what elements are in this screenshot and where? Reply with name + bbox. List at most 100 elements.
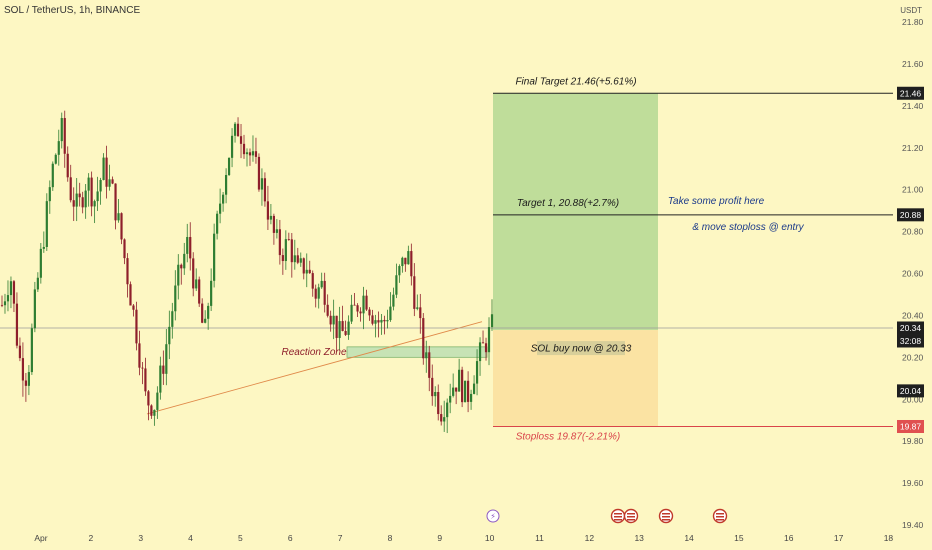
- candle-body: [359, 311, 362, 314]
- us-flag-stripe: [716, 516, 724, 518]
- candle-body: [221, 194, 225, 204]
- candle-body: [401, 257, 404, 267]
- candle-body: [347, 321, 350, 335]
- candle-body: [230, 135, 234, 158]
- us-flag-stripe: [716, 519, 724, 521]
- price-badge-label: 20.88: [900, 210, 922, 220]
- lightning-icon: [486, 509, 500, 523]
- candle-body: [24, 380, 28, 386]
- us-flag-stripe: [716, 513, 724, 515]
- candle-body: [383, 319, 386, 322]
- candle-body: [478, 342, 482, 362]
- candle-body: [377, 320, 380, 323]
- candle-body: [422, 318, 425, 359]
- candle-body: [404, 257, 407, 265]
- x-tick-label: 17: [834, 533, 844, 543]
- candle-body: [428, 352, 431, 378]
- price-badge-label: 20.34: [900, 323, 922, 333]
- candle-body: [57, 141, 60, 155]
- candle-body: [443, 417, 446, 422]
- candle-body: [236, 123, 240, 137]
- candle-body: [138, 343, 141, 368]
- candle-body: [272, 215, 275, 233]
- candle-body: [242, 143, 246, 155]
- candle-body: [329, 315, 332, 325]
- candle-body: [395, 275, 398, 295]
- candle-body: [461, 369, 464, 403]
- price-badge: [897, 321, 924, 335]
- x-tick-label: 9: [437, 533, 442, 543]
- x-tick-label: 18: [884, 533, 894, 543]
- candle-body: [455, 387, 458, 392]
- candle-body: [260, 178, 264, 190]
- candle-body: [469, 393, 473, 402]
- us-flag-stripe: [614, 513, 622, 515]
- x-tick-label: 5: [238, 533, 243, 543]
- candle-body: [123, 239, 126, 259]
- candle-body: [54, 154, 57, 164]
- candle-body: [174, 285, 177, 312]
- candle-body: [257, 156, 261, 190]
- price-badge-label: 20.04: [900, 386, 922, 396]
- candle-body: [290, 239, 293, 263]
- price-badge: [897, 384, 924, 398]
- candle-body: [466, 380, 470, 402]
- us-flag-stripe: [662, 519, 670, 521]
- candle-body: [135, 309, 138, 344]
- candle-body: [293, 255, 296, 263]
- candle-body: [207, 305, 210, 319]
- symbol-title: SOL / TetherUS, 1h, BINANCE: [4, 5, 141, 16]
- y-tick-label: 21.00: [902, 185, 924, 195]
- candle-body: [126, 258, 129, 285]
- candle-body: [317, 287, 320, 299]
- candle-body: [186, 237, 189, 254]
- candle-body: [141, 367, 144, 369]
- x-tick-label: 14: [684, 533, 694, 543]
- candle-body: [51, 163, 54, 188]
- x-tick-label: Apr: [34, 533, 47, 543]
- stoploss-label: Stoploss 19.87(-2.21%): [516, 431, 621, 442]
- candle-body: [219, 203, 222, 214]
- y-tick-label: 21.80: [902, 17, 924, 27]
- candle-body: [368, 309, 371, 316]
- stoploss-note: & move stoploss @ entry: [692, 222, 804, 233]
- candle-body: [245, 152, 249, 155]
- candle-body: [350, 304, 353, 322]
- candle-body: [475, 361, 479, 384]
- candle-body: [320, 280, 323, 288]
- candle-body: [69, 177, 72, 201]
- candle-body: [305, 269, 308, 274]
- candle-body: [490, 314, 494, 328]
- candle-body: [332, 315, 335, 325]
- candle-body: [296, 255, 299, 263]
- candle-body: [60, 118, 63, 142]
- candle-body: [195, 279, 198, 289]
- candle-body: [42, 246, 45, 249]
- candle-body: [96, 191, 99, 202]
- candle-body: [254, 151, 258, 157]
- candle-body: [117, 213, 120, 221]
- candle-body: [162, 365, 165, 374]
- candle-body: [464, 380, 467, 403]
- x-tick-label: 16: [784, 533, 794, 543]
- candle-body: [33, 289, 36, 329]
- candle-body: [484, 343, 488, 353]
- candle-body: [132, 305, 135, 310]
- candle-body: [275, 229, 278, 233]
- candle-body: [374, 320, 377, 324]
- candle-body: [239, 136, 243, 144]
- candle-body: [449, 395, 452, 403]
- candle-body: [287, 239, 290, 240]
- currency-label: USDT: [900, 6, 922, 15]
- candle-body: [48, 187, 51, 202]
- price-badge: [897, 419, 924, 433]
- candle-body: [30, 328, 33, 373]
- x-tick-label: 4: [188, 533, 193, 543]
- candle-body: [386, 320, 389, 322]
- candle-body: [302, 258, 305, 274]
- candle-body: [150, 405, 153, 416]
- buy-label: SOL buy now @ 20.33: [531, 344, 632, 355]
- candle-body: [198, 279, 201, 304]
